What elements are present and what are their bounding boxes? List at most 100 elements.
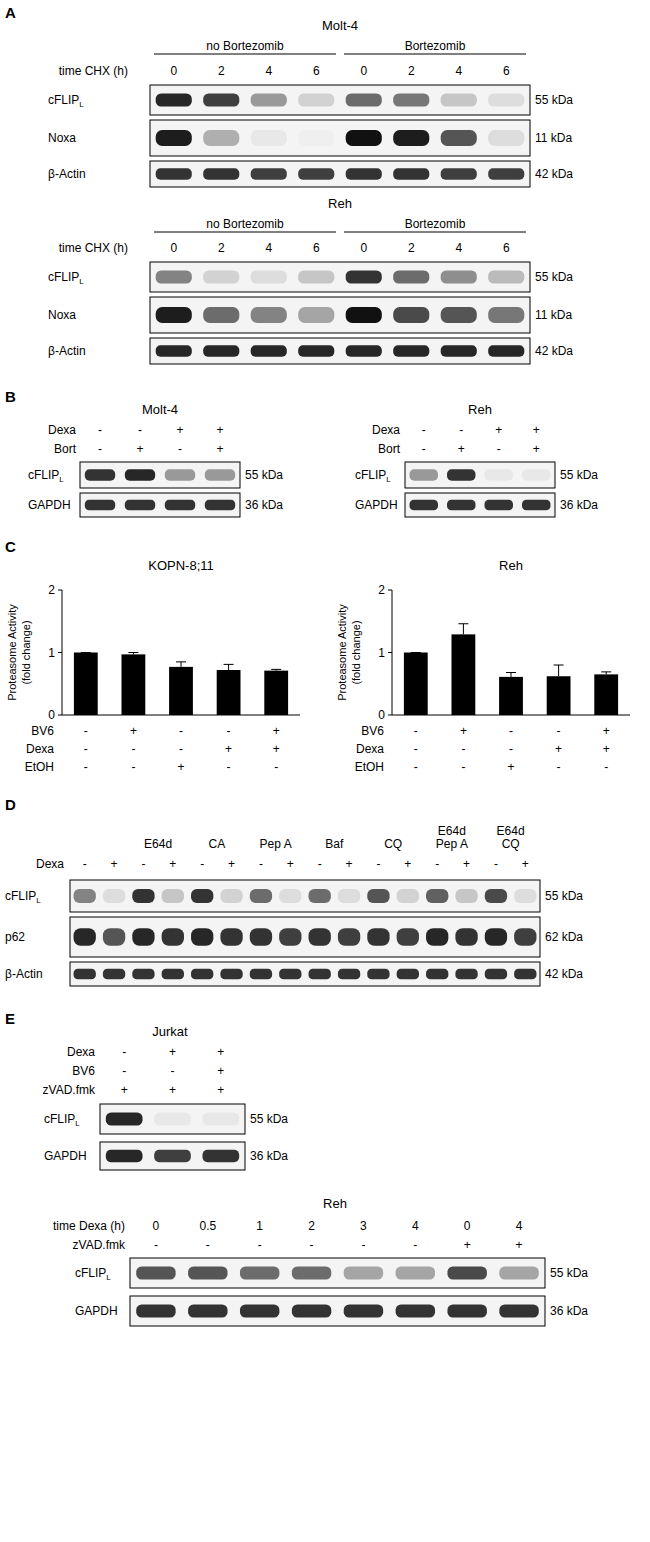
size-label: 55 kDa bbox=[245, 468, 283, 482]
band bbox=[393, 130, 429, 146]
band bbox=[156, 168, 192, 179]
band bbox=[441, 345, 477, 356]
subscript: L bbox=[386, 475, 391, 484]
band bbox=[251, 307, 287, 323]
band bbox=[367, 889, 389, 903]
band bbox=[397, 928, 419, 946]
band bbox=[156, 93, 192, 106]
error-cap bbox=[81, 652, 91, 653]
protein-label: cFLIPL bbox=[48, 93, 84, 109]
band bbox=[85, 500, 115, 511]
band bbox=[367, 928, 389, 946]
blot-frame bbox=[150, 161, 530, 187]
condition-value: - bbox=[122, 1045, 126, 1059]
condition-label: Dexa bbox=[67, 1045, 95, 1059]
band bbox=[191, 969, 213, 980]
condition-value: 0 bbox=[360, 241, 367, 255]
condition-value: + bbox=[169, 1083, 176, 1097]
band bbox=[220, 969, 242, 980]
condition-value: - bbox=[310, 1238, 314, 1252]
condition-value: - bbox=[258, 1238, 262, 1252]
condition-label: BV6 bbox=[361, 724, 384, 738]
band bbox=[298, 307, 334, 323]
protein-label: cFLIPL bbox=[5, 889, 41, 905]
band bbox=[251, 130, 287, 146]
band bbox=[220, 928, 242, 946]
panel-label: E bbox=[5, 1010, 15, 1027]
band bbox=[202, 1112, 239, 1125]
condition-value: + bbox=[458, 442, 465, 456]
condition-value: - bbox=[494, 857, 498, 871]
condition-value: + bbox=[177, 760, 184, 774]
band bbox=[410, 469, 439, 480]
condition-value: - bbox=[131, 742, 135, 756]
group-label: Bortezomib bbox=[405, 39, 466, 53]
band bbox=[188, 1266, 227, 1279]
y-tick bbox=[58, 652, 62, 653]
subscript: L bbox=[36, 896, 41, 905]
band bbox=[455, 928, 477, 946]
error-bar bbox=[506, 673, 516, 677]
blot-title: Reh bbox=[323, 1196, 347, 1211]
size-label: 55 kDa bbox=[545, 889, 583, 903]
group-label: Pep A bbox=[260, 837, 292, 851]
condition-value: + bbox=[217, 1064, 224, 1078]
band bbox=[188, 1304, 227, 1317]
band bbox=[203, 307, 239, 323]
protein-label: cFLIPL bbox=[28, 468, 64, 484]
error-cap bbox=[554, 665, 564, 666]
condition-value: 4 bbox=[265, 241, 272, 255]
blot-frame bbox=[130, 1296, 545, 1326]
group-label: CA bbox=[209, 837, 226, 851]
condition-value: - bbox=[98, 442, 102, 456]
protein-label: cFLIPL bbox=[355, 468, 391, 484]
protein-label: cFLIPL bbox=[75, 1266, 111, 1282]
band bbox=[156, 270, 192, 283]
band bbox=[279, 889, 301, 903]
condition-value: - bbox=[84, 760, 88, 774]
band bbox=[522, 500, 551, 511]
bar bbox=[452, 634, 476, 715]
condition-value: - bbox=[509, 724, 513, 738]
condition-value: - bbox=[557, 724, 561, 738]
band bbox=[426, 889, 448, 903]
blot-frame bbox=[80, 493, 240, 517]
protein-label: Noxa bbox=[48, 131, 76, 145]
condition-value: 6 bbox=[503, 241, 510, 255]
band bbox=[393, 93, 429, 106]
band bbox=[309, 889, 331, 903]
error-bar bbox=[271, 669, 281, 670]
band bbox=[125, 500, 155, 511]
condition-value: 2 bbox=[408, 241, 415, 255]
band bbox=[441, 130, 477, 146]
condition-label: Dexa bbox=[48, 423, 76, 437]
blot-frame bbox=[80, 462, 240, 488]
bar bbox=[404, 653, 428, 716]
y-tick-label: 1 bbox=[48, 646, 55, 660]
condition-value: 1 bbox=[256, 1219, 263, 1233]
group-label: CQ bbox=[502, 837, 520, 851]
band bbox=[441, 270, 477, 283]
band bbox=[156, 307, 192, 323]
blot-title: Molt-4 bbox=[322, 18, 358, 33]
blot-frame bbox=[405, 493, 555, 517]
band bbox=[74, 928, 96, 946]
band bbox=[447, 1304, 486, 1317]
size-label: 55 kDa bbox=[535, 270, 573, 284]
band bbox=[203, 93, 239, 106]
background bbox=[0, 0, 650, 1542]
band bbox=[488, 345, 524, 356]
band bbox=[309, 969, 331, 980]
panel-label: B bbox=[5, 388, 16, 405]
condition-value: - bbox=[435, 857, 439, 871]
error-cap bbox=[506, 672, 516, 673]
condition-value: + bbox=[111, 857, 118, 871]
condition-value: - bbox=[84, 742, 88, 756]
condition-value: - bbox=[414, 724, 418, 738]
blot-frame bbox=[70, 880, 540, 912]
panel-label: C bbox=[5, 538, 16, 555]
band bbox=[240, 1304, 279, 1317]
band bbox=[346, 130, 382, 146]
condition-value: - bbox=[206, 1238, 210, 1252]
band bbox=[165, 500, 195, 511]
